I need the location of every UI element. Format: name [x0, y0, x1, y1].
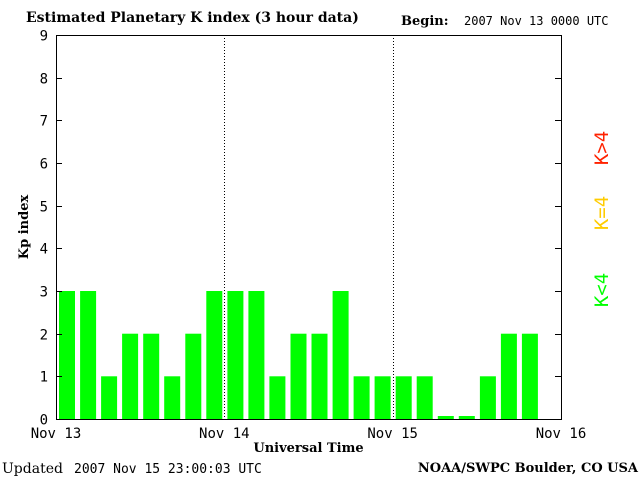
kp-bar	[416, 376, 433, 419]
kp-bar	[59, 291, 75, 419]
kp-bar	[122, 333, 139, 419]
updated-label: Updated	[2, 461, 63, 477]
kp-bar	[101, 376, 118, 419]
kp-bar	[311, 333, 328, 419]
kp-bar	[290, 333, 307, 419]
x-tick-label: Nov 16	[536, 426, 587, 442]
y-tick-label: 3	[40, 285, 48, 301]
kp-bar	[269, 376, 286, 419]
kp-bar	[479, 376, 496, 419]
kp-bar	[395, 376, 412, 419]
kp-bar	[458, 416, 475, 419]
kp-bar	[206, 291, 223, 419]
y-tick-label: 1	[40, 370, 48, 386]
begin-label: Begin:	[401, 14, 449, 29]
y-tick-label: 6	[40, 157, 48, 173]
legend-entry: K<4	[591, 273, 613, 307]
y-tick-label: 4	[40, 242, 48, 258]
kp-bar	[227, 291, 244, 419]
y-tick-label: 0	[40, 413, 48, 429]
x-axis: Nov 13 Nov 14 Nov 15 Nov 16	[31, 426, 587, 442]
kp-bar	[143, 333, 160, 419]
x-axis-label: Universal Time	[253, 441, 363, 456]
plot-frame	[56, 35, 562, 420]
updated-timestamp: 2007 Nov 15 23:00:03 UTC	[74, 462, 262, 477]
kp-bar	[353, 376, 370, 419]
legend-entry: K>4	[591, 131, 613, 165]
x-tick-label: Nov 14	[199, 426, 250, 442]
kp-bar	[521, 333, 538, 419]
chart-title: Estimated Planetary K index (3 hour data…	[26, 10, 359, 26]
x-tick-label: Nov 13	[31, 426, 82, 442]
y-tick-label: 8	[40, 72, 48, 88]
kp-bar	[500, 333, 517, 419]
kp-bar	[374, 376, 391, 419]
begin-timestamp: 2007 Nov 13 0000 UTC	[464, 14, 609, 28]
kp-bar	[332, 291, 349, 419]
kp-bar	[437, 416, 454, 419]
y-tick-label: 5	[40, 200, 48, 216]
y-tick-label: 2	[40, 328, 48, 344]
x-tick-label: Nov 15	[367, 426, 418, 442]
y-tick-label: 7	[40, 114, 48, 130]
legend: K<4 K=4 K>4	[591, 131, 613, 307]
y-axis-label: Kp index	[17, 195, 32, 260]
y-axis: 0 1 2 3 4 5 6 7 8 9	[40, 29, 561, 429]
kp-bar	[164, 376, 181, 419]
day-dividers	[224, 35, 394, 419]
y-tick-label: 9	[40, 29, 48, 45]
kp-bar	[185, 333, 202, 419]
kp-bar	[80, 291, 97, 419]
bar-group	[59, 291, 538, 419]
kp-bar	[248, 291, 265, 419]
legend-entry: K=4	[591, 196, 613, 230]
credit-line: NOAA/SWPC Boulder, CO USA	[417, 461, 638, 476]
